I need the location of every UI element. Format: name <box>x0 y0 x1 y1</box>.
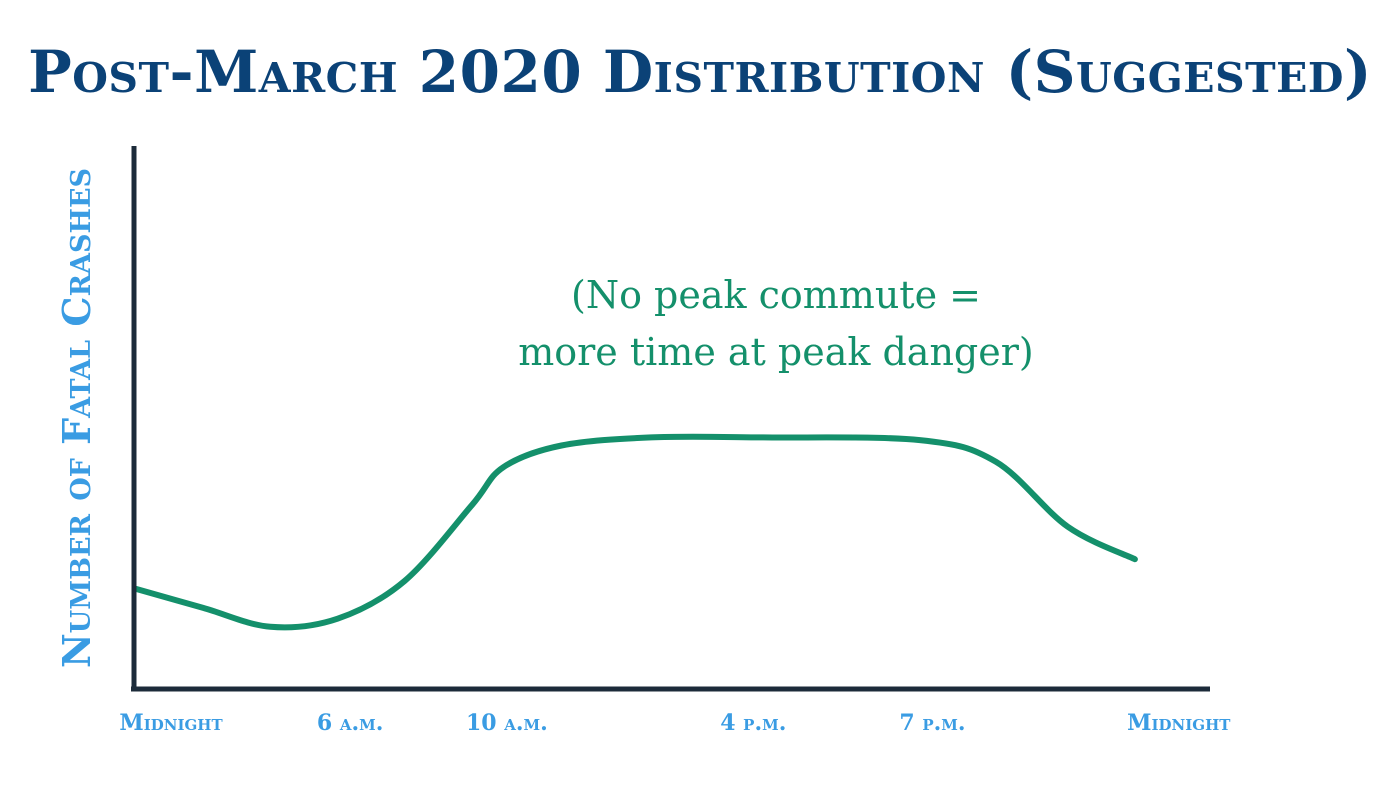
x-tick-label: Midnight <box>1127 710 1231 736</box>
x-tick-label: 6 a.m. <box>317 710 384 736</box>
annotation-line-2: more time at peak danger) <box>518 330 1034 374</box>
x-tick-label: 4 p.m. <box>720 710 786 736</box>
x-tick-labels: Midnight 6 a.m. 10 a.m. 4 p.m. 7 p.m. Midnigh… <box>119 710 1231 736</box>
chart-title: Post-March 2020 Distribution (Suggested) <box>28 38 1372 106</box>
x-tick-label: Midnight <box>119 710 223 736</box>
annotation-line-1: (No peak commute = <box>571 273 981 317</box>
y-axis-label: Number of Fatal Crashes <box>54 168 99 668</box>
x-tick-label: 10 a.m. <box>466 710 548 736</box>
x-tick-label: 7 p.m. <box>899 710 965 736</box>
series-line <box>133 433 1138 631</box>
